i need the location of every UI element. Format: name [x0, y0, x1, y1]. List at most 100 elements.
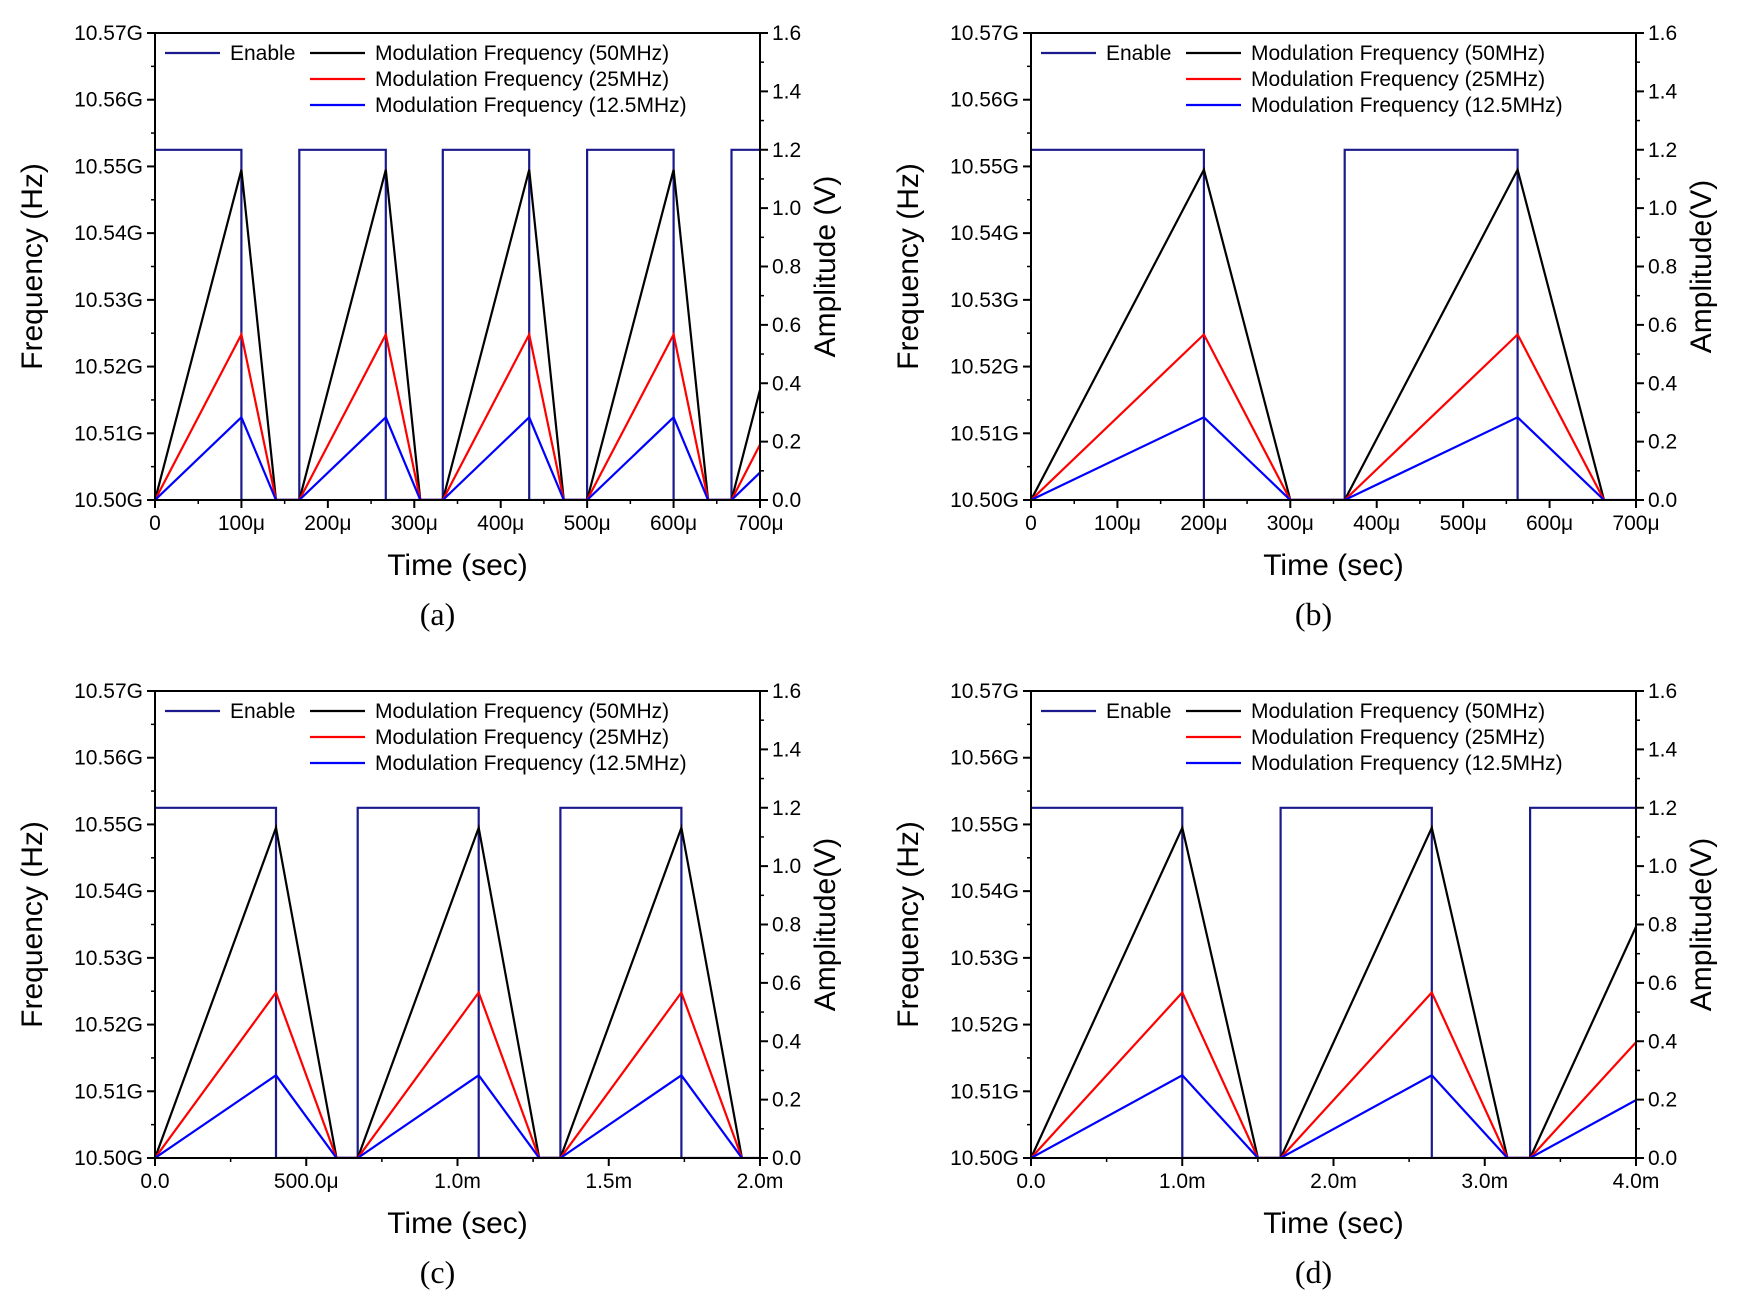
y-left-tick-label: 10.52G — [950, 356, 1019, 379]
series-line-f12 — [155, 1073, 743, 1158]
y-left-tick-label: 10.56G — [74, 89, 143, 112]
series-group — [155, 148, 760, 500]
series-line-f12 — [1031, 1073, 1636, 1158]
panel-caption: (c) — [420, 1254, 456, 1290]
y-right-axis-label: Amplitude(V) — [809, 838, 842, 1011]
y-right-tick-label: 1.0 — [1648, 197, 1677, 220]
y-right-tick-label: 0.4 — [1648, 372, 1678, 395]
x-tick-label: 0.0 — [140, 1170, 169, 1193]
y-right-tick-label: 0.0 — [772, 1147, 801, 1170]
legend-label-f12: Modulation Frequency (12.5MHz) — [375, 752, 687, 775]
legend: Enable Modulation Frequency (50MHz) Modula… — [1041, 42, 1563, 117]
y-right-tick-label: 1.2 — [772, 797, 801, 820]
y-left-tick-label: 10.52G — [74, 1014, 143, 1037]
series-line-f25 — [155, 331, 760, 500]
y-left-tick-label: 10.53G — [74, 947, 143, 970]
chart-svg: 0.0 1.0m 2.0m 3.0m 4.0m 10.50G 10.51G 10.52G 10.… — [892, 680, 1718, 1290]
series-line-f25 — [155, 990, 743, 1158]
chart-panel-a: 0 100μ 200μ 300μ 400μ 500μ 600μ 700μ 10.50G 10.51… — [0, 0, 876, 658]
y-right-tick-label: 0.4 — [772, 372, 802, 395]
y-right-tick-label: 0.0 — [772, 489, 801, 512]
y-left-tick-label: 10.57G — [950, 680, 1019, 703]
x-tick-label: 600μ — [650, 512, 697, 535]
legend-label-f50: Modulation Frequency (50MHz) — [375, 700, 669, 723]
y-left-tick-label: 10.52G — [74, 356, 143, 379]
series-line-f50 — [1031, 166, 1606, 500]
legend-label-f12: Modulation Frequency (12.5MHz) — [1251, 752, 1563, 775]
y-left-tick-label: 10.54G — [950, 880, 1019, 903]
y-left-tick-label: 10.54G — [950, 222, 1019, 245]
y-right-tick-label: 1.0 — [772, 197, 801, 220]
y-left-tick-label: 10.57G — [950, 22, 1019, 45]
chart-panel-c: 0.0 500.0μ 1.0m 1.5m 2.0m 10.50G 10.51G 10.52G 1… — [0, 658, 876, 1316]
x-tick-label: 400μ — [477, 512, 524, 535]
x-tick-label: 0.0 — [1016, 1170, 1045, 1193]
y-left-tick-label: 10.55G — [74, 813, 143, 836]
legend-label-enable: Enable — [1106, 42, 1171, 65]
x-tick-label: 700μ — [736, 512, 783, 535]
y-left-tick-label: 10.54G — [74, 880, 143, 903]
x-tick-label: 2.0m — [737, 1170, 784, 1193]
y-left-tick-label: 10.52G — [950, 1014, 1019, 1037]
y-left-tick-label: 10.55G — [950, 813, 1019, 836]
y-right-tick-label: 0.6 — [772, 314, 801, 337]
y-right-tick-label: 1.4 — [772, 738, 802, 761]
panel-caption: (b) — [1295, 596, 1332, 632]
x-tick-label: 100μ — [1094, 512, 1141, 535]
chart-svg: 0 100μ 200μ 300μ 400μ 500μ 600μ 700μ 10.50G 10.51… — [16, 22, 842, 632]
y-right-tick-label: 0.2 — [772, 431, 801, 454]
y-right-tick-label: 1.2 — [1648, 139, 1677, 162]
y-right-tick-label: 0.6 — [772, 972, 801, 995]
y-right-tick-label: 1.4 — [772, 80, 802, 103]
x-tick-label: 200μ — [1180, 512, 1227, 535]
y-right-tick-label: 0.4 — [1648, 1030, 1678, 1053]
y-left-tick-label: 10.50G — [74, 1147, 143, 1170]
y-right-tick-label: 0.2 — [1648, 1089, 1677, 1112]
x-tick-label: 100μ — [218, 512, 265, 535]
y-left-tick-label: 10.50G — [74, 489, 143, 512]
chart-svg: 0 100μ 200μ 300μ 400μ 500μ 600μ 700μ 10.50G 10.51… — [892, 22, 1718, 632]
y-left-tick-label: 10.53G — [950, 289, 1019, 312]
y-right-tick-label: 1.4 — [1648, 80, 1678, 103]
y-right-axis-label: Amplitude(V) — [1685, 180, 1718, 353]
x-axis-label: Time (sec) — [1263, 1207, 1404, 1240]
y-left-axis-label: Frequency (Hz) — [16, 163, 49, 370]
y-left-tick-label: 10.57G — [74, 680, 143, 703]
y-right-tick-label: 1.0 — [772, 855, 801, 878]
legend-label-f25: Modulation Frequency (25MHz) — [375, 68, 669, 91]
legend-label-f12: Modulation Frequency (12.5MHz) — [1251, 94, 1563, 117]
x-tick-label: 400μ — [1353, 512, 1400, 535]
series-group — [155, 806, 760, 1158]
series-line-f25 — [1031, 990, 1636, 1158]
y-left-tick-label: 10.51G — [74, 1080, 143, 1103]
legend-label-f25: Modulation Frequency (25MHz) — [1251, 726, 1545, 749]
y-left-tick-label: 10.53G — [74, 289, 143, 312]
panel-caption: (a) — [420, 596, 456, 632]
x-tick-label: 0 — [149, 512, 161, 535]
series-group — [1031, 148, 1636, 500]
series-line-enable — [155, 148, 760, 500]
legend-label-f50: Modulation Frequency (50MHz) — [375, 42, 669, 65]
x-tick-label: 200μ — [304, 512, 351, 535]
chart-svg: 0.0 500.0μ 1.0m 1.5m 2.0m 10.50G 10.51G 10.52G 1… — [16, 680, 842, 1290]
legend: Enable Modulation Frequency (50MHz) Modula… — [165, 42, 687, 117]
series-line-f12 — [1031, 415, 1605, 500]
legend-label-enable: Enable — [230, 700, 295, 723]
y-right-tick-label: 0.6 — [1648, 972, 1677, 995]
x-tick-label: 500.0μ — [274, 1170, 339, 1193]
y-left-tick-label: 10.56G — [950, 89, 1019, 112]
y-left-tick-label: 10.57G — [74, 22, 143, 45]
y-left-tick-label: 10.51G — [950, 422, 1019, 445]
y-left-tick-label: 10.54G — [74, 222, 143, 245]
x-tick-label: 500μ — [1440, 512, 1487, 535]
x-tick-label: 1.5m — [585, 1170, 632, 1193]
series-line-enable — [1031, 806, 1636, 1158]
legend-label-f12: Modulation Frequency (12.5MHz) — [375, 94, 687, 117]
y-right-tick-label: 1.0 — [1648, 855, 1677, 878]
chart-panel-b: 0 100μ 200μ 300μ 400μ 500μ 600μ 700μ 10.50G 10.51… — [876, 0, 1752, 658]
legend: Enable Modulation Frequency (50MHz) Modula… — [165, 700, 687, 775]
y-right-tick-label: 1.6 — [772, 680, 801, 703]
legend-label-enable: Enable — [1106, 700, 1171, 723]
series-line-f12 — [155, 415, 760, 500]
x-axis-label: Time (sec) — [387, 1207, 528, 1240]
